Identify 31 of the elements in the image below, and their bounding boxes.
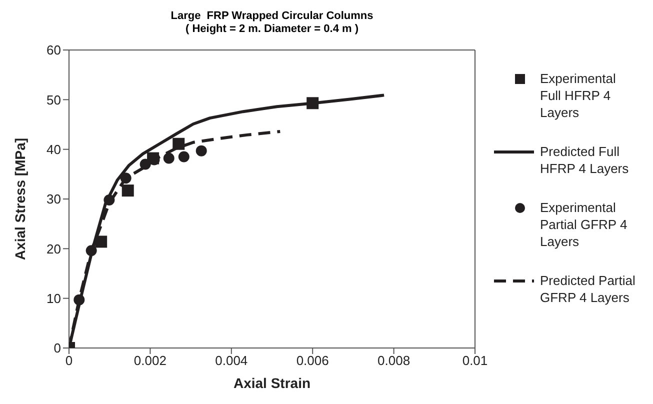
x-tick-label: 0 (65, 353, 73, 368)
legend-label: Experimental Full HFRP 4 Layers (540, 70, 617, 121)
y-tick-label: 50 (46, 92, 61, 108)
point (196, 145, 207, 156)
point (74, 294, 85, 306)
y-tick-label: 0 (54, 340, 61, 356)
x-tick-label: 0.01 (462, 353, 488, 368)
y-tick-label: 60 (46, 42, 61, 58)
point (306, 97, 319, 110)
point (95, 236, 108, 248)
point (104, 194, 115, 206)
legend-label: Experimental Partial GFRP 4 Layers (540, 199, 628, 250)
y-tick-label: 30 (46, 192, 61, 207)
legend-label: Predicted Full HFRP 4 Layers (540, 143, 630, 177)
x-tick-label: 0.004 (215, 353, 248, 368)
point (172, 138, 185, 150)
y-tick-label: 20 (46, 241, 61, 256)
point (120, 172, 132, 184)
x-tick-label: 0.008 (378, 353, 410, 368)
y-axis-title: Axial Stress [MPa] (12, 138, 28, 260)
point (178, 151, 190, 162)
point (86, 245, 97, 256)
x-tick-label: 0.006 (296, 353, 329, 368)
point (163, 152, 174, 164)
x-axis-title: Axial Strain (233, 375, 311, 391)
chart-title: Large FRP Wrapped Circular Columns ( Height = 2 m. Diameter = 0.4 m ) (170, 10, 374, 36)
y-tick-label: 10 (46, 290, 61, 306)
x-tick-label: 0.002 (134, 353, 166, 368)
y-tick-label: 40 (46, 142, 61, 157)
legend-label: Predicted Partial GFRP 4 Layers (540, 272, 636, 306)
point (122, 184, 134, 197)
